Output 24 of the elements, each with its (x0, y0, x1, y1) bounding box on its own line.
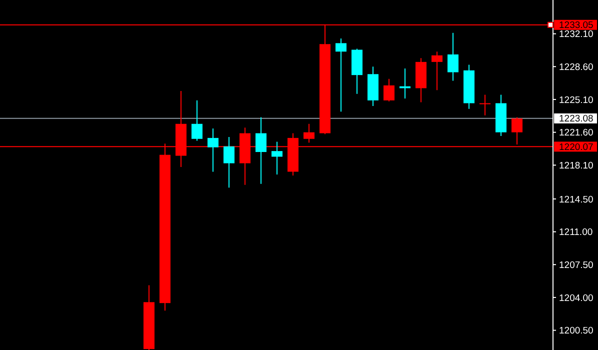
candlestick (256, 116, 266, 184)
y-tick-label: 1200.50 (559, 326, 594, 337)
candlestick (336, 38, 346, 112)
ref-line-label: 1223.08 (559, 114, 594, 125)
y-tick-label: 1214.50 (559, 194, 594, 206)
y-tick-label: 1232.10 (559, 29, 594, 40)
y-tick-label: 1204.00 (559, 292, 594, 304)
candlestick (448, 32, 458, 82)
ref-line-label: 1220.07 (559, 142, 594, 153)
candlestick (272, 141, 282, 176)
y-tick-label: 1225.10 (559, 94, 594, 106)
y-tick-label: 1207.50 (559, 260, 594, 271)
candlestick (480, 94, 490, 116)
y-tick-label: 1211.00 (559, 227, 593, 238)
candlestick (384, 78, 394, 102)
candlestick (432, 51, 442, 91)
ref-line-label: 1233.05 (559, 20, 594, 32)
y-tick-label: 1228.60 (559, 62, 594, 73)
candlestick (208, 128, 218, 172)
candlestick (304, 123, 314, 144)
y-tick-label: 1221.60 (559, 128, 594, 139)
candlestick (224, 136, 234, 188)
candlestick (192, 100, 202, 142)
y-tick-label: 1218.10 (559, 160, 594, 172)
